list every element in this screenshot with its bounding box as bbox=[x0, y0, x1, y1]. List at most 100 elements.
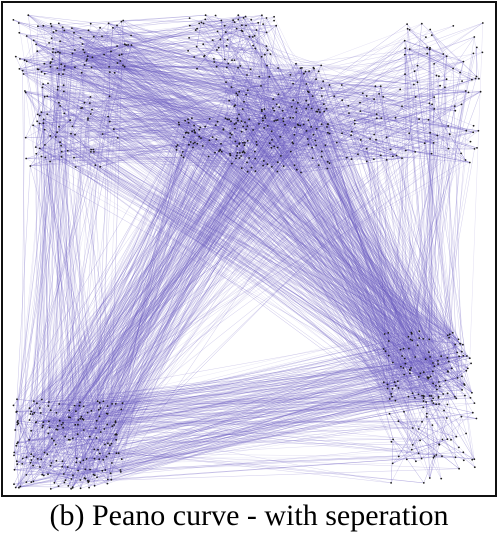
graph-edge bbox=[35, 146, 256, 172]
graph-node bbox=[32, 464, 34, 467]
graph-node bbox=[317, 108, 320, 111]
graph-edge bbox=[19, 68, 240, 92]
graph-edge bbox=[44, 96, 230, 101]
graph-edge bbox=[77, 140, 210, 425]
graph-node bbox=[192, 146, 194, 149]
graph-edge bbox=[48, 37, 81, 407]
graph-edge bbox=[19, 68, 462, 352]
graph-node bbox=[451, 331, 454, 334]
graph-node bbox=[268, 142, 271, 145]
graph-edge bbox=[321, 124, 439, 365]
graph-node bbox=[35, 152, 38, 155]
graph-edge bbox=[278, 94, 416, 358]
graph-edge bbox=[47, 62, 118, 475]
graph-edge bbox=[217, 31, 317, 146]
graph-node bbox=[97, 448, 99, 451]
graph-edge bbox=[69, 351, 429, 441]
graph-node bbox=[82, 405, 85, 408]
graph-node bbox=[177, 121, 180, 124]
graph-node bbox=[216, 49, 218, 51]
graph-node bbox=[14, 55, 17, 58]
graph-node bbox=[176, 144, 179, 146]
graph-node bbox=[21, 457, 24, 460]
graph-edge bbox=[94, 376, 463, 487]
graph-node bbox=[359, 139, 362, 141]
graph-edge bbox=[293, 91, 481, 119]
graph-edge bbox=[62, 73, 322, 157]
graph-node bbox=[437, 396, 440, 399]
graph-edge bbox=[84, 68, 315, 479]
graph-edge bbox=[16, 368, 452, 444]
graph-edge bbox=[327, 132, 448, 440]
graph-node bbox=[293, 133, 296, 136]
graph-edge bbox=[33, 40, 330, 134]
graph-node bbox=[459, 342, 462, 345]
graph-node bbox=[254, 150, 256, 153]
graph-edge bbox=[87, 134, 314, 481]
graph-edge bbox=[245, 16, 317, 112]
graph-edge bbox=[90, 463, 393, 470]
graph-edge bbox=[114, 72, 434, 364]
graph-edge bbox=[60, 145, 412, 333]
graph-edge bbox=[43, 147, 194, 423]
graph-node bbox=[101, 469, 104, 472]
graph-edge bbox=[248, 157, 424, 402]
graph-node bbox=[49, 488, 52, 490]
graph-edge bbox=[25, 92, 385, 335]
graph-node bbox=[217, 46, 220, 49]
graph-edge bbox=[230, 121, 430, 340]
graph-node bbox=[325, 107, 328, 110]
graph-node bbox=[240, 167, 243, 170]
graph-node bbox=[51, 51, 54, 53]
graph-node bbox=[230, 120, 232, 123]
graph-edge bbox=[14, 119, 230, 470]
graph-node bbox=[88, 435, 91, 438]
graph-edge bbox=[229, 100, 450, 335]
graph-edge bbox=[111, 166, 273, 405]
graph-edge bbox=[94, 355, 467, 487]
graph-edge bbox=[76, 335, 448, 463]
graph-edge bbox=[83, 131, 242, 461]
graph-edge bbox=[329, 84, 459, 340]
graph-node bbox=[66, 466, 69, 468]
graph-edge bbox=[225, 82, 435, 367]
graph-edge bbox=[59, 401, 427, 405]
graph-node bbox=[211, 136, 214, 139]
graph-edge bbox=[29, 397, 415, 441]
graph-node bbox=[71, 27, 73, 29]
graph-node bbox=[77, 423, 79, 426]
graph-edge bbox=[99, 111, 325, 454]
graph-node bbox=[54, 443, 57, 446]
graph-edge bbox=[235, 104, 456, 397]
graph-edge bbox=[26, 35, 106, 471]
graph-node bbox=[328, 162, 331, 165]
graph-node bbox=[108, 71, 111, 73]
graph-node bbox=[19, 58, 21, 60]
graph-edge bbox=[227, 119, 430, 340]
graph-node bbox=[305, 130, 308, 132]
graph-node bbox=[264, 53, 266, 56]
graph-edge bbox=[17, 164, 268, 423]
graph-edge bbox=[292, 117, 438, 390]
graph-node bbox=[413, 70, 416, 73]
graph-edge bbox=[87, 117, 296, 128]
graph-edge bbox=[49, 42, 277, 105]
graph-node bbox=[374, 85, 377, 88]
graph-edge bbox=[192, 147, 424, 340]
graph-node bbox=[192, 142, 195, 145]
graph-node bbox=[404, 362, 407, 365]
graph-edge bbox=[241, 120, 457, 437]
graph-edge bbox=[200, 127, 403, 357]
graph-node bbox=[116, 137, 119, 139]
graph-edge bbox=[224, 59, 301, 69]
graph-node bbox=[269, 53, 272, 55]
graph-edge bbox=[19, 58, 263, 119]
graph-edge bbox=[57, 89, 313, 148]
graph-edge bbox=[44, 144, 412, 335]
graph-edge bbox=[272, 108, 396, 401]
graph-edge bbox=[15, 403, 440, 488]
graph-node bbox=[365, 95, 368, 97]
graph-edge bbox=[248, 157, 396, 401]
graph-edge bbox=[35, 44, 468, 369]
graph-edge bbox=[107, 91, 309, 415]
